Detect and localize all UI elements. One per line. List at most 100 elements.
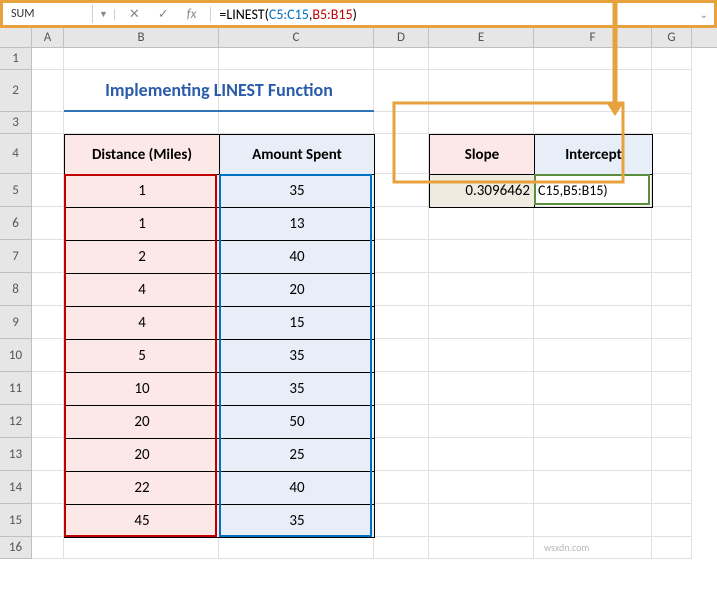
cell[interactable] [534, 471, 652, 504]
cell[interactable] [534, 112, 652, 134]
cell[interactable] [534, 207, 652, 240]
cell[interactable] [652, 537, 692, 559]
cell[interactable] [374, 306, 429, 339]
row-header-16[interactable]: 16 [0, 537, 31, 559]
table-cell[interactable]: 35 [220, 373, 375, 406]
cell[interactable] [32, 240, 64, 273]
row-header-3[interactable]: 3 [0, 112, 31, 134]
expand-formula-icon[interactable]: ⌄ [694, 8, 714, 21]
cell[interactable] [534, 372, 652, 405]
cells-area[interactable]: Implementing LINEST FunctionDistance (Mi… [32, 48, 717, 559]
cell[interactable] [652, 207, 692, 240]
table-cell[interactable]: 35 [220, 505, 375, 538]
cell[interactable] [429, 240, 534, 273]
cell[interactable] [429, 405, 534, 438]
table-cell[interactable]: 20 [65, 406, 220, 439]
cell[interactable] [652, 174, 692, 207]
column-header-a[interactable]: A [32, 28, 64, 47]
cell[interactable] [429, 438, 534, 471]
table-cell[interactable]: 10 [65, 373, 220, 406]
cell[interactable] [64, 112, 219, 134]
cell[interactable] [374, 273, 429, 306]
cell[interactable] [429, 504, 534, 537]
cell[interactable] [652, 339, 692, 372]
formula-input[interactable]: =LINEST(C5:C15,B5:B15) [211, 4, 693, 25]
cell[interactable] [429, 339, 534, 372]
row-header-11[interactable]: 11 [0, 372, 31, 405]
cell[interactable] [374, 112, 429, 134]
cell[interactable] [374, 339, 429, 372]
cell[interactable] [534, 504, 652, 537]
cell[interactable] [534, 240, 652, 273]
slope-value[interactable]: 0.3096462 [430, 175, 535, 208]
cell[interactable] [374, 174, 429, 207]
row-header-9[interactable]: 9 [0, 306, 31, 339]
cell[interactable] [374, 70, 429, 112]
table-cell[interactable]: 2 [65, 241, 220, 274]
column-header-e[interactable]: E [429, 28, 534, 47]
cell[interactable] [652, 405, 692, 438]
cell[interactable] [652, 504, 692, 537]
cell[interactable] [534, 306, 652, 339]
cell[interactable] [374, 438, 429, 471]
cell[interactable] [652, 48, 692, 70]
table-cell[interactable]: 50 [220, 406, 375, 439]
table-cell[interactable]: 4 [65, 307, 220, 340]
cell[interactable] [534, 70, 652, 112]
cell[interactable] [32, 112, 64, 134]
cell[interactable] [32, 339, 64, 372]
cell[interactable] [374, 471, 429, 504]
cell[interactable] [652, 273, 692, 306]
row-header-4[interactable]: 4 [0, 134, 31, 174]
cell[interactable] [534, 438, 652, 471]
cell[interactable] [534, 48, 652, 70]
cell[interactable] [32, 438, 64, 471]
table-cell[interactable]: 20 [65, 439, 220, 472]
cell[interactable] [32, 471, 64, 504]
cell[interactable] [64, 48, 219, 70]
cell[interactable] [32, 405, 64, 438]
cell[interactable] [32, 134, 64, 174]
cell[interactable] [652, 306, 692, 339]
row-header-15[interactable]: 15 [0, 504, 31, 537]
table-cell[interactable]: 35 [220, 175, 375, 208]
table-cell[interactable]: 45 [65, 505, 220, 538]
cell[interactable] [32, 306, 64, 339]
cell[interactable] [64, 537, 219, 559]
column-header-f[interactable]: F [534, 28, 652, 47]
column-header-c[interactable]: C [219, 28, 374, 47]
cancel-icon[interactable]: ✕ [129, 7, 140, 22]
cell[interactable] [219, 112, 374, 134]
cell[interactable] [652, 240, 692, 273]
cell[interactable] [429, 70, 534, 112]
row-header-14[interactable]: 14 [0, 471, 31, 504]
cell[interactable] [32, 207, 64, 240]
cell[interactable] [652, 372, 692, 405]
select-all-corner[interactable] [0, 28, 32, 47]
fx-icon[interactable]: fx [187, 7, 197, 22]
cell[interactable] [32, 70, 64, 112]
name-box-dropdown[interactable]: ▼ [93, 9, 115, 20]
cell[interactable] [652, 70, 692, 112]
column-header-b[interactable]: B [64, 28, 219, 47]
cell[interactable] [32, 48, 64, 70]
name-box[interactable]: SUM [3, 5, 93, 23]
cell[interactable] [534, 339, 652, 372]
column-header-d[interactable]: D [374, 28, 429, 47]
enter-icon[interactable]: ✓ [158, 7, 169, 22]
table-cell[interactable]: 1 [65, 175, 220, 208]
table-cell[interactable]: 20 [220, 274, 375, 307]
row-header-6[interactable]: 6 [0, 207, 31, 240]
row-header-8[interactable]: 8 [0, 273, 31, 306]
cell[interactable] [32, 273, 64, 306]
table-cell[interactable]: 4 [65, 274, 220, 307]
cell[interactable] [429, 471, 534, 504]
column-header-g[interactable]: G [652, 28, 692, 47]
table-cell[interactable]: 40 [220, 241, 375, 274]
cell[interactable] [32, 504, 64, 537]
table-cell[interactable]: 13 [220, 208, 375, 241]
row-header-2[interactable]: 2 [0, 70, 31, 112]
row-header-5[interactable]: 5 [0, 174, 31, 207]
row-header-12[interactable]: 12 [0, 405, 31, 438]
cell[interactable] [534, 405, 652, 438]
